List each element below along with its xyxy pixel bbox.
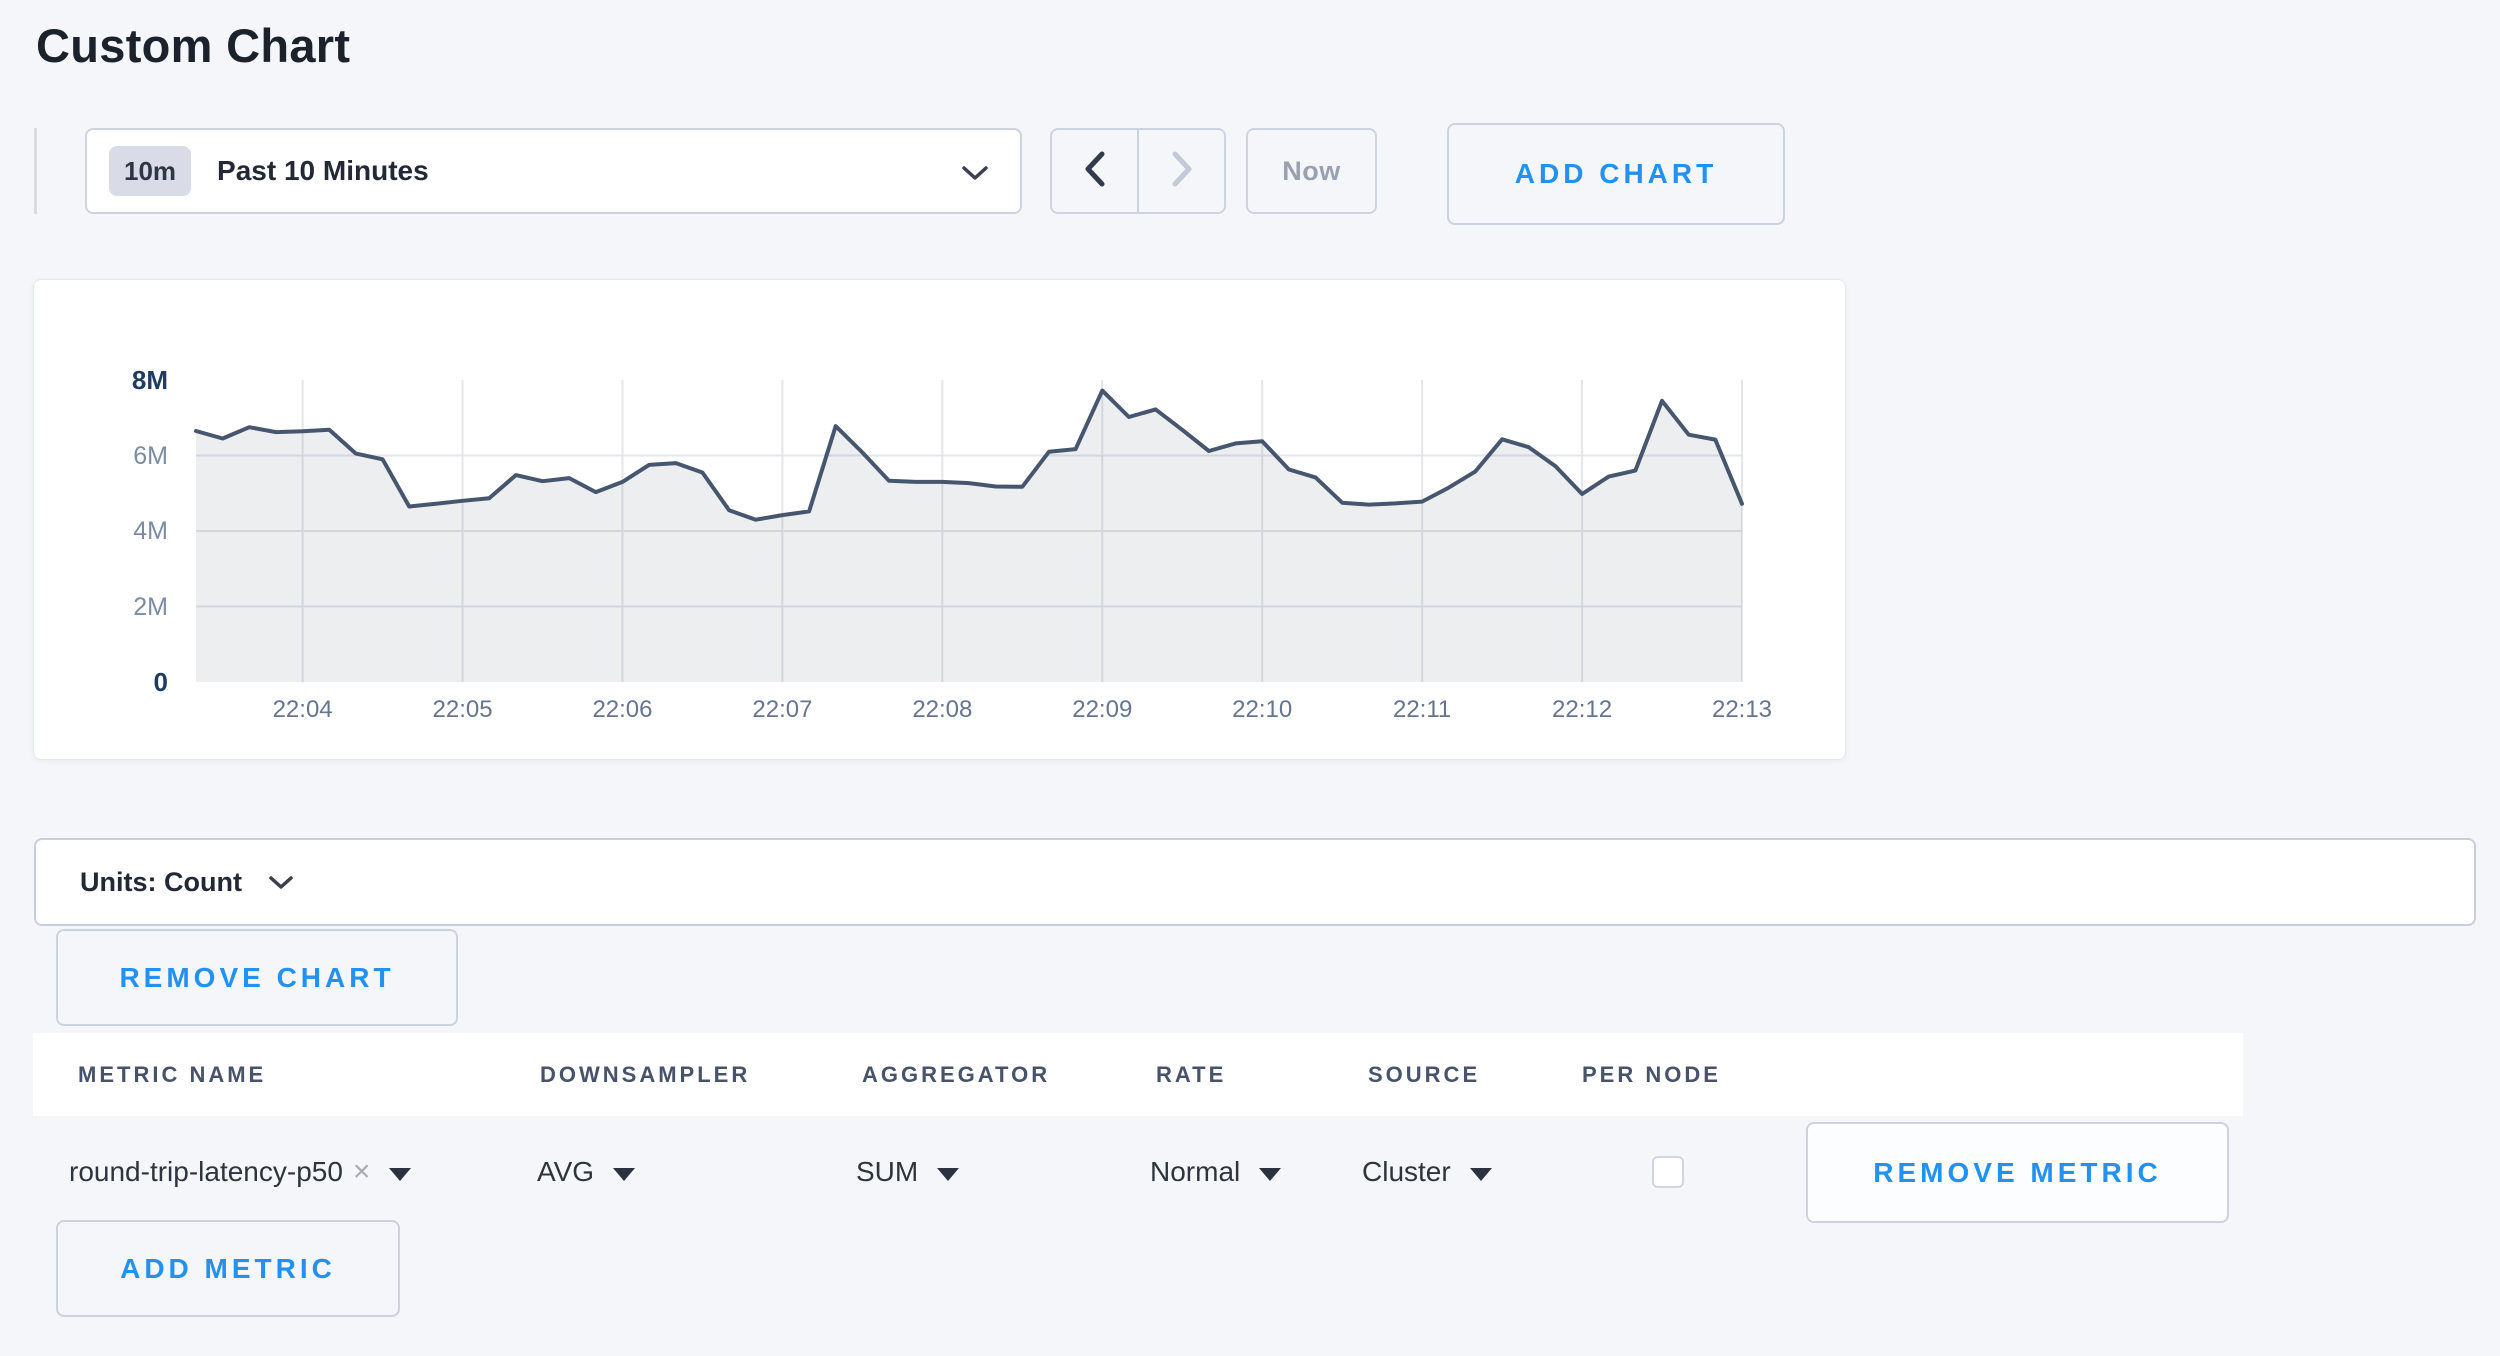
chevron-down-icon [960,163,990,188]
column-header-source: SOURCE [1368,1061,1481,1087]
per-node-checkbox[interactable] [1652,1156,1684,1188]
prev-time-button[interactable] [1052,130,1137,212]
x-tick-label: 22:08 [912,696,973,723]
x-tick-label: 22:12 [1552,696,1613,723]
x-tick-label: 22:06 [592,696,653,723]
x-tick-label: 22:13 [1711,696,1773,723]
column-header-per-node: PER NODE [1582,1061,1721,1087]
y-tick-label: 8M [131,365,168,395]
y-tick-label: 2M [133,592,168,621]
chevron-left-icon [1082,150,1108,193]
chevron-right-icon [1169,150,1195,193]
metric-name-select[interactable]: round-trip-latency-p50 × [69,1155,412,1189]
remove-chart-button[interactable]: REMOVE CHART [56,929,458,1026]
column-header-downsampler: DOWNSAMPLER [540,1061,751,1087]
metric-name-value: round-trip-latency-p50 [69,1156,343,1187]
toolbar-divider [34,128,37,214]
x-tick-label: 22:11 [1392,696,1452,723]
rate-value: Normal [1150,1156,1241,1187]
x-tick-label: 22:05 [432,696,493,723]
caret-down-icon [1469,1167,1492,1181]
time-range-label: Past 10 Minutes [217,155,429,186]
column-header-aggregator: AGGREGATOR [862,1061,1051,1087]
column-header-rate: RATE [1156,1061,1227,1087]
y-tick-label: 4M [133,517,168,545]
caret-down-icon [937,1167,960,1181]
units-select[interactable]: Units: Count [34,838,2476,926]
time-range-select[interactable]: 10m Past 10 Minutes [85,128,1022,214]
source-value: Cluster [1362,1156,1451,1187]
aggregator-value: SUM [856,1156,919,1187]
y-tick-label: 0 [153,667,168,697]
caret-down-icon [613,1167,636,1181]
time-range-badge: 10m [109,146,192,196]
x-tick-label: 22:07 [752,696,813,723]
metric-row: round-trip-latency-p50 × AVG SUM Normal … [33,1116,2243,1228]
x-tick-label: 22:10 [1232,696,1293,723]
aggregator-select[interactable]: SUM [856,1156,960,1188]
y-tick-label: 6M [133,441,168,470]
add-chart-button[interactable]: ADD CHART [1447,123,1785,225]
downsampler-value: AVG [537,1156,595,1187]
source-select[interactable]: Cluster [1362,1156,1492,1188]
remove-metric-button[interactable]: REMOVE METRIC [1806,1122,2229,1223]
caret-down-icon [1259,1167,1282,1181]
downsampler-select[interactable]: AVG [537,1156,636,1188]
now-button[interactable]: Now [1246,128,1377,214]
time-pager [1050,128,1226,214]
timeseries-chart[interactable] [194,380,1744,682]
units-select-label: Units: Count [80,866,242,897]
x-tick-label: 22:04 [272,696,333,723]
next-time-button[interactable] [1137,130,1224,212]
caret-down-icon [389,1167,412,1181]
rate-select[interactable]: Normal [1150,1156,1282,1188]
chart-card: 0 2M 4M 6M 8M 22:04 22:05 22:06 22:07 22:08 22:09… [33,279,1846,760]
add-metric-button[interactable]: ADD METRIC [56,1220,400,1317]
chevron-down-icon [268,874,294,896]
column-header-metric-name: METRIC NAME [78,1061,267,1087]
x-tick-label: 22:09 [1072,696,1133,723]
metrics-table-header: METRIC NAME DOWNSAMPLER AGGREGATOR RATE … [33,1033,2243,1116]
clear-metric-icon[interactable]: × [352,1155,371,1188]
page-title: Custom Chart [36,19,351,72]
